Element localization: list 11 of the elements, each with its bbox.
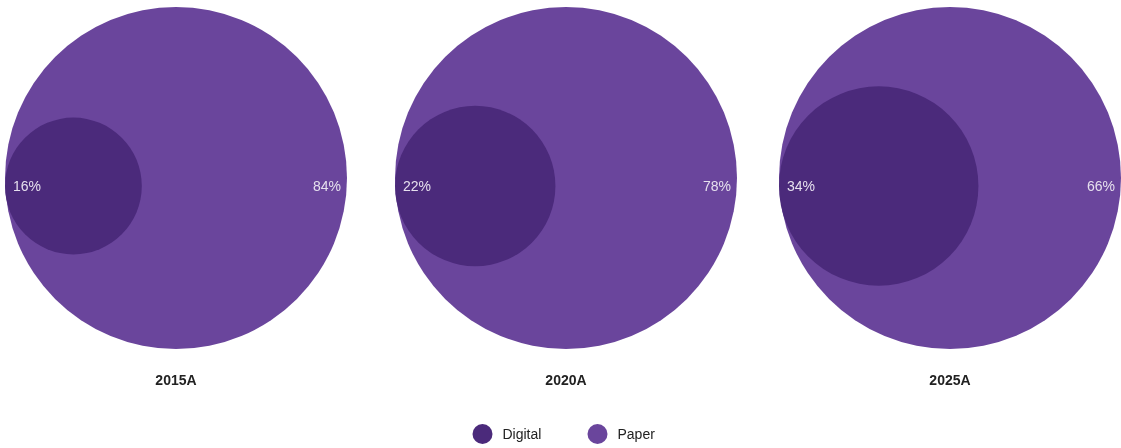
category-label: 2020A xyxy=(545,372,587,388)
data-label: 78% xyxy=(702,178,731,194)
data-label: 16% xyxy=(13,178,42,194)
data-label: 84% xyxy=(312,178,341,194)
category-label: 2025A xyxy=(929,372,971,388)
legend-label: Digital xyxy=(502,426,542,442)
category-label: 2015A xyxy=(155,372,197,388)
data-label: 22% xyxy=(403,178,432,194)
data-label: 34% xyxy=(787,178,816,194)
legend-label: Paper xyxy=(617,426,656,442)
data-label: 66% xyxy=(1086,178,1115,194)
